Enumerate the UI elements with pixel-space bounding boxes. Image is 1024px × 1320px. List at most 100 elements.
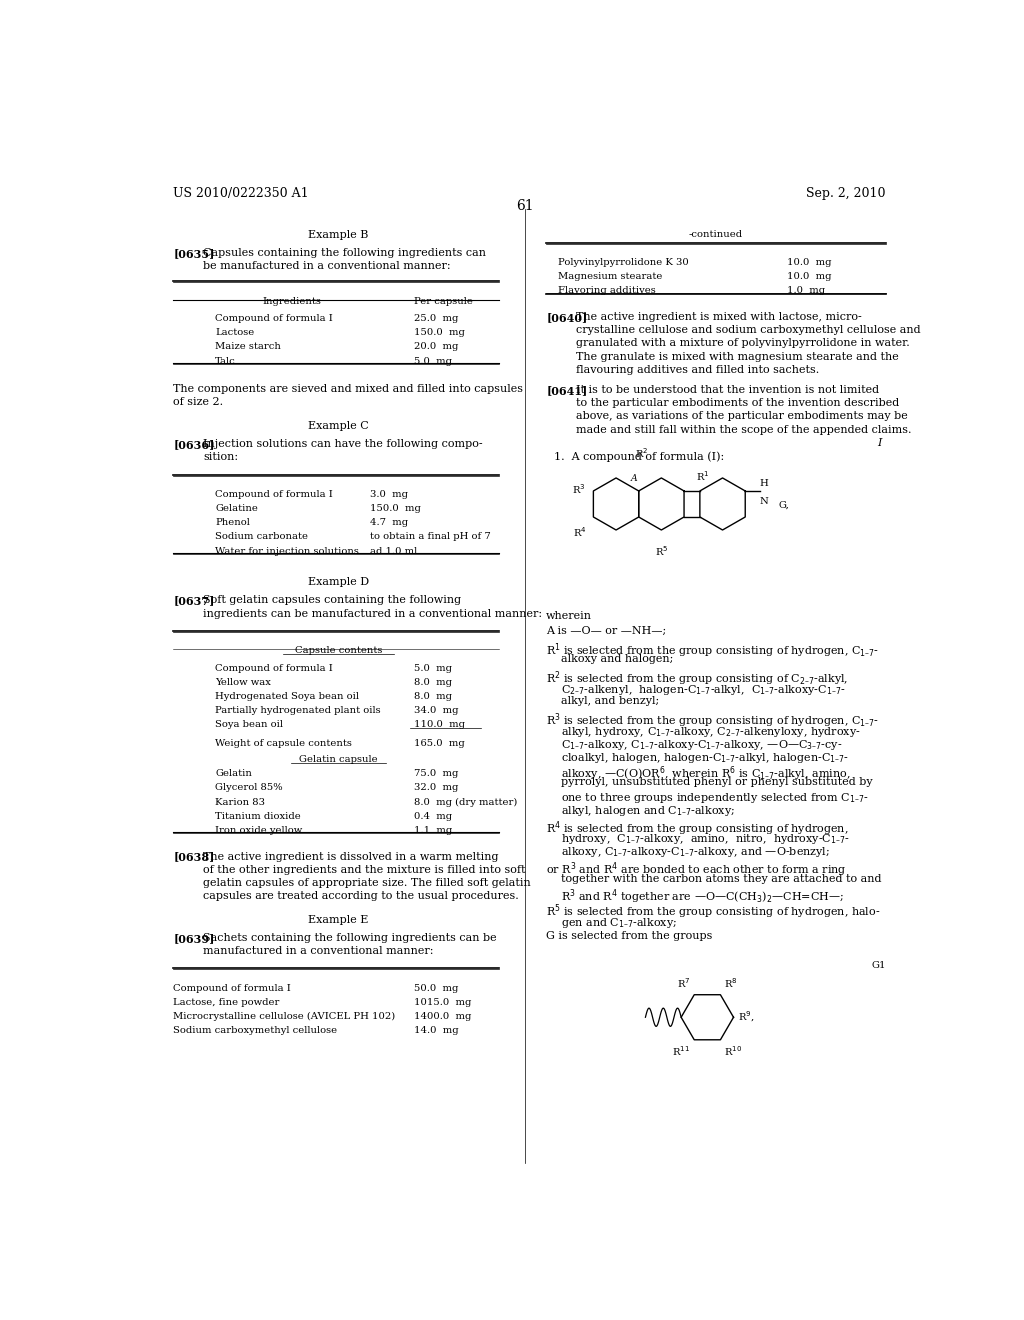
Text: Yellow wax: Yellow wax	[215, 677, 271, 686]
Text: R$^{5}$ is selected from the group consisting of hydrogen, halo-: R$^{5}$ is selected from the group consi…	[546, 903, 881, 921]
Text: Injection solutions can have the following compo-: Injection solutions can have the followi…	[204, 440, 483, 449]
Text: Talc: Talc	[215, 356, 237, 366]
Text: 75.0  mg: 75.0 mg	[414, 770, 458, 779]
Text: ingredients can be manufactured in a conventional manner:: ingredients can be manufactured in a con…	[204, 609, 543, 619]
Text: Gelatin: Gelatin	[215, 770, 252, 779]
Text: R$^{11}$: R$^{11}$	[673, 1044, 690, 1057]
Text: Sachets containing the following ingredients can be: Sachets containing the following ingredi…	[204, 933, 497, 942]
Text: 8.0  mg: 8.0 mg	[414, 692, 452, 701]
Text: alkyl, hydroxy, C$_{1–7}$-alkoxy, C$_{2–7}$-alkenyloxy, hydroxy-: alkyl, hydroxy, C$_{1–7}$-alkoxy, C$_{2–…	[560, 725, 860, 738]
Text: R$^{4}$: R$^{4}$	[573, 525, 587, 539]
Text: Soya bean oil: Soya bean oil	[215, 721, 284, 730]
Text: alkoxy and halogen;: alkoxy and halogen;	[560, 655, 673, 664]
Text: capsules are treated according to the usual procedures.: capsules are treated according to the us…	[204, 891, 519, 902]
Text: 5.0  mg: 5.0 mg	[414, 664, 452, 673]
Text: R$^{3}$: R$^{3}$	[571, 482, 586, 496]
Text: H: H	[760, 479, 768, 488]
Text: pyrrolyl, unsubstituted phenyl or phenyl substituted by: pyrrolyl, unsubstituted phenyl or phenyl…	[560, 777, 872, 788]
Text: Per capsule: Per capsule	[414, 297, 472, 306]
Text: R$^{8}$: R$^{8}$	[724, 975, 738, 990]
Text: above, as variations of the particular embodiments may be: above, as variations of the particular e…	[577, 412, 908, 421]
Text: together with the carbon atoms they are attached to and: together with the carbon atoms they are …	[560, 874, 881, 884]
Text: to obtain a final pH of 7: to obtain a final pH of 7	[370, 532, 490, 541]
Text: Ingredients: Ingredients	[263, 297, 322, 306]
Text: Capsule contents: Capsule contents	[295, 647, 382, 655]
Text: ad 1.0 ml: ad 1.0 ml	[370, 546, 418, 556]
Text: Maize starch: Maize starch	[215, 342, 282, 351]
Text: 1015.0  mg: 1015.0 mg	[414, 998, 471, 1007]
Text: of size 2.: of size 2.	[173, 397, 223, 408]
Text: hydroxy,  C$_{1–7}$-alkoxy,  amino,  nitro,  hydroxy-C$_{1–7}$-: hydroxy, C$_{1–7}$-alkoxy, amino, nitro,…	[560, 833, 850, 846]
Text: Compound of formula I: Compound of formula I	[215, 314, 333, 323]
Text: 10.0  mg: 10.0 mg	[786, 272, 831, 281]
Text: Water for injection solutions: Water for injection solutions	[215, 546, 359, 556]
Text: Example B: Example B	[308, 230, 369, 239]
Text: Compound of formula I: Compound of formula I	[215, 490, 333, 499]
Text: granulated with a mixture of polyvinylpyrrolidone in water.: granulated with a mixture of polyvinylpy…	[577, 338, 910, 348]
Text: 61: 61	[516, 199, 534, 213]
Text: I: I	[878, 438, 882, 447]
Text: Example D: Example D	[308, 577, 369, 587]
Text: 50.0  mg: 50.0 mg	[414, 983, 458, 993]
Text: R$^{4}$ is selected from the group consisting of hydrogen,: R$^{4}$ is selected from the group consi…	[546, 818, 849, 838]
Text: manufactured in a conventional manner:: manufactured in a conventional manner:	[204, 946, 434, 956]
Text: 165.0  mg: 165.0 mg	[414, 739, 465, 747]
Text: 8.0  mg: 8.0 mg	[414, 677, 452, 686]
Text: 5.0  mg: 5.0 mg	[414, 356, 452, 366]
Text: The components are sieved and mixed and filled into capsules: The components are sieved and mixed and …	[173, 384, 523, 395]
Text: wherein: wherein	[546, 611, 592, 620]
Text: G is selected from the groups: G is selected from the groups	[546, 931, 713, 941]
Text: R$^{1}$ is selected from the group consisting of hydrogen, C$_{1–7}$-: R$^{1}$ is selected from the group consi…	[546, 642, 880, 660]
Text: Weight of capsule contents: Weight of capsule contents	[215, 739, 352, 747]
Text: of the other ingredients and the mixture is filled into soft: of the other ingredients and the mixture…	[204, 865, 526, 875]
Text: Compound of formula I: Compound of formula I	[173, 983, 291, 993]
Text: Phenol: Phenol	[215, 519, 250, 527]
Text: Sodium carbonate: Sodium carbonate	[215, 532, 308, 541]
Text: 1.1  mg: 1.1 mg	[414, 826, 452, 836]
Text: made and still fall within the scope of the appended claims.: made and still fall within the scope of …	[577, 425, 912, 434]
Text: [0635]: [0635]	[173, 248, 215, 259]
Text: alkyl, halogen and C$_{1–7}$-alkoxy;: alkyl, halogen and C$_{1–7}$-alkoxy;	[560, 804, 734, 818]
Text: R$^{1}$: R$^{1}$	[696, 469, 710, 483]
Text: G,: G,	[778, 502, 790, 510]
Text: [0640]: [0640]	[546, 312, 588, 323]
Text: 10.0  mg: 10.0 mg	[786, 257, 831, 267]
Text: Iron oxide yellow: Iron oxide yellow	[215, 826, 302, 836]
Text: alkyl, and benzyl;: alkyl, and benzyl;	[560, 696, 658, 706]
Text: 34.0  mg: 34.0 mg	[414, 706, 458, 715]
Text: Soft gelatin capsules containing the following: Soft gelatin capsules containing the fol…	[204, 595, 462, 606]
Text: C$_{2–7}$-alkenyl,  halogen-C$_{1–7}$-alkyl,  C$_{1–7}$-alkoxy-C$_{1–7}$-: C$_{2–7}$-alkenyl, halogen-C$_{1–7}$-alk…	[560, 682, 845, 697]
Text: R$^{5}$: R$^{5}$	[654, 544, 668, 558]
Text: 25.0  mg: 25.0 mg	[414, 314, 458, 323]
Text: alkoxy, C$_{1–7}$-alkoxy-C$_{1–7}$-alkoxy, and —O-benzyl;: alkoxy, C$_{1–7}$-alkoxy-C$_{1–7}$-alkox…	[560, 846, 829, 859]
Text: [0639]: [0639]	[173, 933, 215, 944]
Text: Flavoring additives: Flavoring additives	[558, 286, 656, 296]
Text: [0641]: [0641]	[546, 385, 588, 396]
Text: 32.0  mg: 32.0 mg	[414, 784, 458, 792]
Text: or R$^{3}$ and R$^{4}$ are bonded to each other to form a ring: or R$^{3}$ and R$^{4}$ are bonded to eac…	[546, 861, 847, 879]
Text: 150.0  mg: 150.0 mg	[414, 329, 465, 337]
Text: R$^{3}$ and R$^{4}$ together are —O—C(CH$_{3}$)$_{2}$—CH=CH—;: R$^{3}$ and R$^{4}$ together are —O—C(CH…	[560, 887, 844, 906]
Text: 14.0  mg: 14.0 mg	[414, 1027, 459, 1035]
Text: sition:: sition:	[204, 453, 239, 462]
Text: cloalkyl, halogen, halogen-C$_{1–7}$-alkyl, halogen-C$_{1–7}$-: cloalkyl, halogen, halogen-C$_{1–7}$-alk…	[560, 751, 849, 766]
Text: N: N	[760, 498, 768, 506]
Text: Example E: Example E	[308, 915, 369, 924]
Text: Microcrystalline cellulose (AVICEL PH 102): Microcrystalline cellulose (AVICEL PH 10…	[173, 1012, 395, 1022]
Text: -continued: -continued	[688, 230, 742, 239]
Text: one to three groups independently selected from C$_{1–7}$-: one to three groups independently select…	[560, 791, 868, 805]
Text: Sodium carboxymethyl cellulose: Sodium carboxymethyl cellulose	[173, 1027, 337, 1035]
Text: Example C: Example C	[308, 421, 369, 430]
Text: 1.0  mg: 1.0 mg	[786, 286, 824, 296]
Text: Compound of formula I: Compound of formula I	[215, 664, 333, 673]
Text: R$^{9}$,: R$^{9}$,	[738, 1010, 755, 1024]
Text: Polyvinylpyrrolidone K 30: Polyvinylpyrrolidone K 30	[558, 257, 689, 267]
Text: R$^{7}$: R$^{7}$	[677, 975, 690, 990]
Text: Partially hydrogenated plant oils: Partially hydrogenated plant oils	[215, 706, 381, 715]
Text: be manufactured in a conventional manner:: be manufactured in a conventional manner…	[204, 261, 451, 271]
Text: R$^{3}$ is selected from the group consisting of hydrogen, C$_{1–7}$-: R$^{3}$ is selected from the group consi…	[546, 711, 880, 730]
Text: 150.0  mg: 150.0 mg	[370, 504, 421, 513]
Text: alkoxy, —C(O)OR$^{6}$, wherein R$^{6}$ is C$_{1–7}$-alkyl, amino,: alkoxy, —C(O)OR$^{6}$, wherein R$^{6}$ i…	[560, 764, 850, 783]
Text: Magnesium stearate: Magnesium stearate	[558, 272, 663, 281]
Text: gelatin capsules of appropriate size. The filled soft gelatin: gelatin capsules of appropriate size. Th…	[204, 878, 531, 888]
